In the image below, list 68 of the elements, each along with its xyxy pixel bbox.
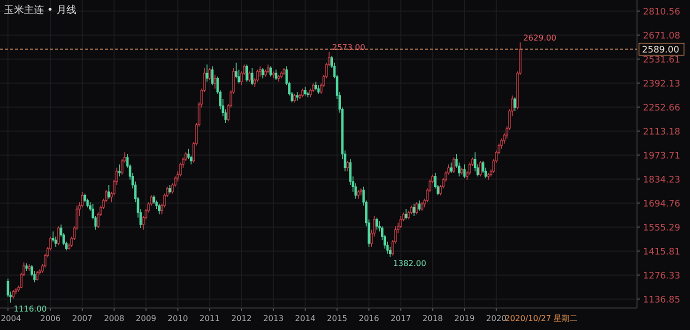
candlestick bbox=[168, 184, 172, 194]
x-tick-label: 2012 bbox=[231, 314, 252, 323]
x-tick-label: 2014 bbox=[295, 314, 316, 323]
x-tick-label: 2010 bbox=[168, 314, 188, 323]
x-tick-label: 2019 bbox=[454, 314, 475, 323]
candlestick bbox=[206, 64, 208, 82]
y-tick-label: 2671.08 bbox=[643, 32, 680, 42]
x-tick-label: 2013 bbox=[263, 314, 284, 323]
x-tick-label: 2006 bbox=[40, 314, 61, 323]
x-tick-label: 2009 bbox=[136, 314, 156, 323]
y-tick-label: 2252.66 bbox=[643, 104, 680, 114]
candlestick bbox=[349, 158, 352, 186]
text: 玉米主连 • 月线 bbox=[4, 4, 76, 16]
candlestick bbox=[418, 200, 421, 212]
candlestick bbox=[266, 64, 270, 74]
x-tick-label: 2007 bbox=[72, 314, 92, 323]
annotation: 1382.00 bbox=[393, 258, 426, 268]
y-tick-label: 1834.23 bbox=[643, 176, 680, 186]
y-tick-label: 1694.76 bbox=[643, 200, 680, 210]
candlestick bbox=[224, 108, 227, 124]
y-tick-label: 1415.81 bbox=[643, 248, 680, 258]
x-tick-label: 2008 bbox=[104, 314, 124, 323]
candlestick bbox=[306, 92, 310, 98]
candlestick bbox=[52, 231, 54, 242]
candlestick bbox=[474, 152, 476, 172]
candlestick bbox=[190, 155, 192, 165]
x-tick-label: 2018 bbox=[422, 314, 443, 323]
annotation: 1116.00 bbox=[14, 304, 47, 314]
y-tick-label: 1973.71 bbox=[643, 152, 680, 162]
candlestick bbox=[6, 278, 10, 298]
x-tick-label: 2020 bbox=[486, 314, 507, 323]
annotation: 2629.00 bbox=[523, 33, 556, 42]
y-tick-label: 1136.85 bbox=[643, 296, 680, 306]
candlestick bbox=[238, 69, 240, 84]
candlestick bbox=[514, 96, 516, 112]
y-tick-label: 2392.13 bbox=[643, 80, 680, 90]
candlestick bbox=[272, 71, 275, 79]
candlestick bbox=[412, 204, 416, 216]
candlestick bbox=[155, 200, 158, 210]
y-tick-label: 2810.56 bbox=[643, 8, 680, 18]
ref-line-label: 2589.00 bbox=[642, 46, 680, 56]
annotation: 2573.00 bbox=[332, 42, 366, 52]
candlestick bbox=[482, 160, 484, 174]
candlestick bbox=[404, 208, 408, 220]
x-tick-label: 2011 bbox=[200, 314, 220, 323]
candlestick bbox=[487, 172, 490, 180]
candlestick bbox=[376, 217, 378, 230]
x-tick-label: 2004 bbox=[0, 314, 22, 323]
candlestick bbox=[274, 69, 278, 80]
candlestick bbox=[14, 288, 18, 295]
candlestick bbox=[500, 138, 503, 150]
candlestick bbox=[86, 198, 89, 208]
candlestick bbox=[118, 164, 121, 177]
x-tick-label: 2015 bbox=[326, 314, 348, 323]
y-tick-label: 2531.61 bbox=[643, 56, 680, 66]
y-tick-label: 1555.29 bbox=[643, 224, 680, 234]
candlestick bbox=[452, 157, 456, 174]
y-tick-label: 2113.18 bbox=[643, 128, 680, 138]
candlestick bbox=[264, 69, 267, 77]
candlestick bbox=[25, 262, 28, 272]
candlestick bbox=[309, 88, 312, 98]
y-tick-label: 1276.33 bbox=[643, 272, 680, 282]
text: 2020/10/27 星期二 bbox=[505, 314, 578, 323]
candlestick bbox=[258, 66, 262, 77]
x-tick-label: 2017 bbox=[390, 314, 411, 323]
candlestick bbox=[479, 160, 482, 177]
x-tick-label: 2016 bbox=[358, 314, 380, 323]
candlestick bbox=[360, 188, 362, 196]
